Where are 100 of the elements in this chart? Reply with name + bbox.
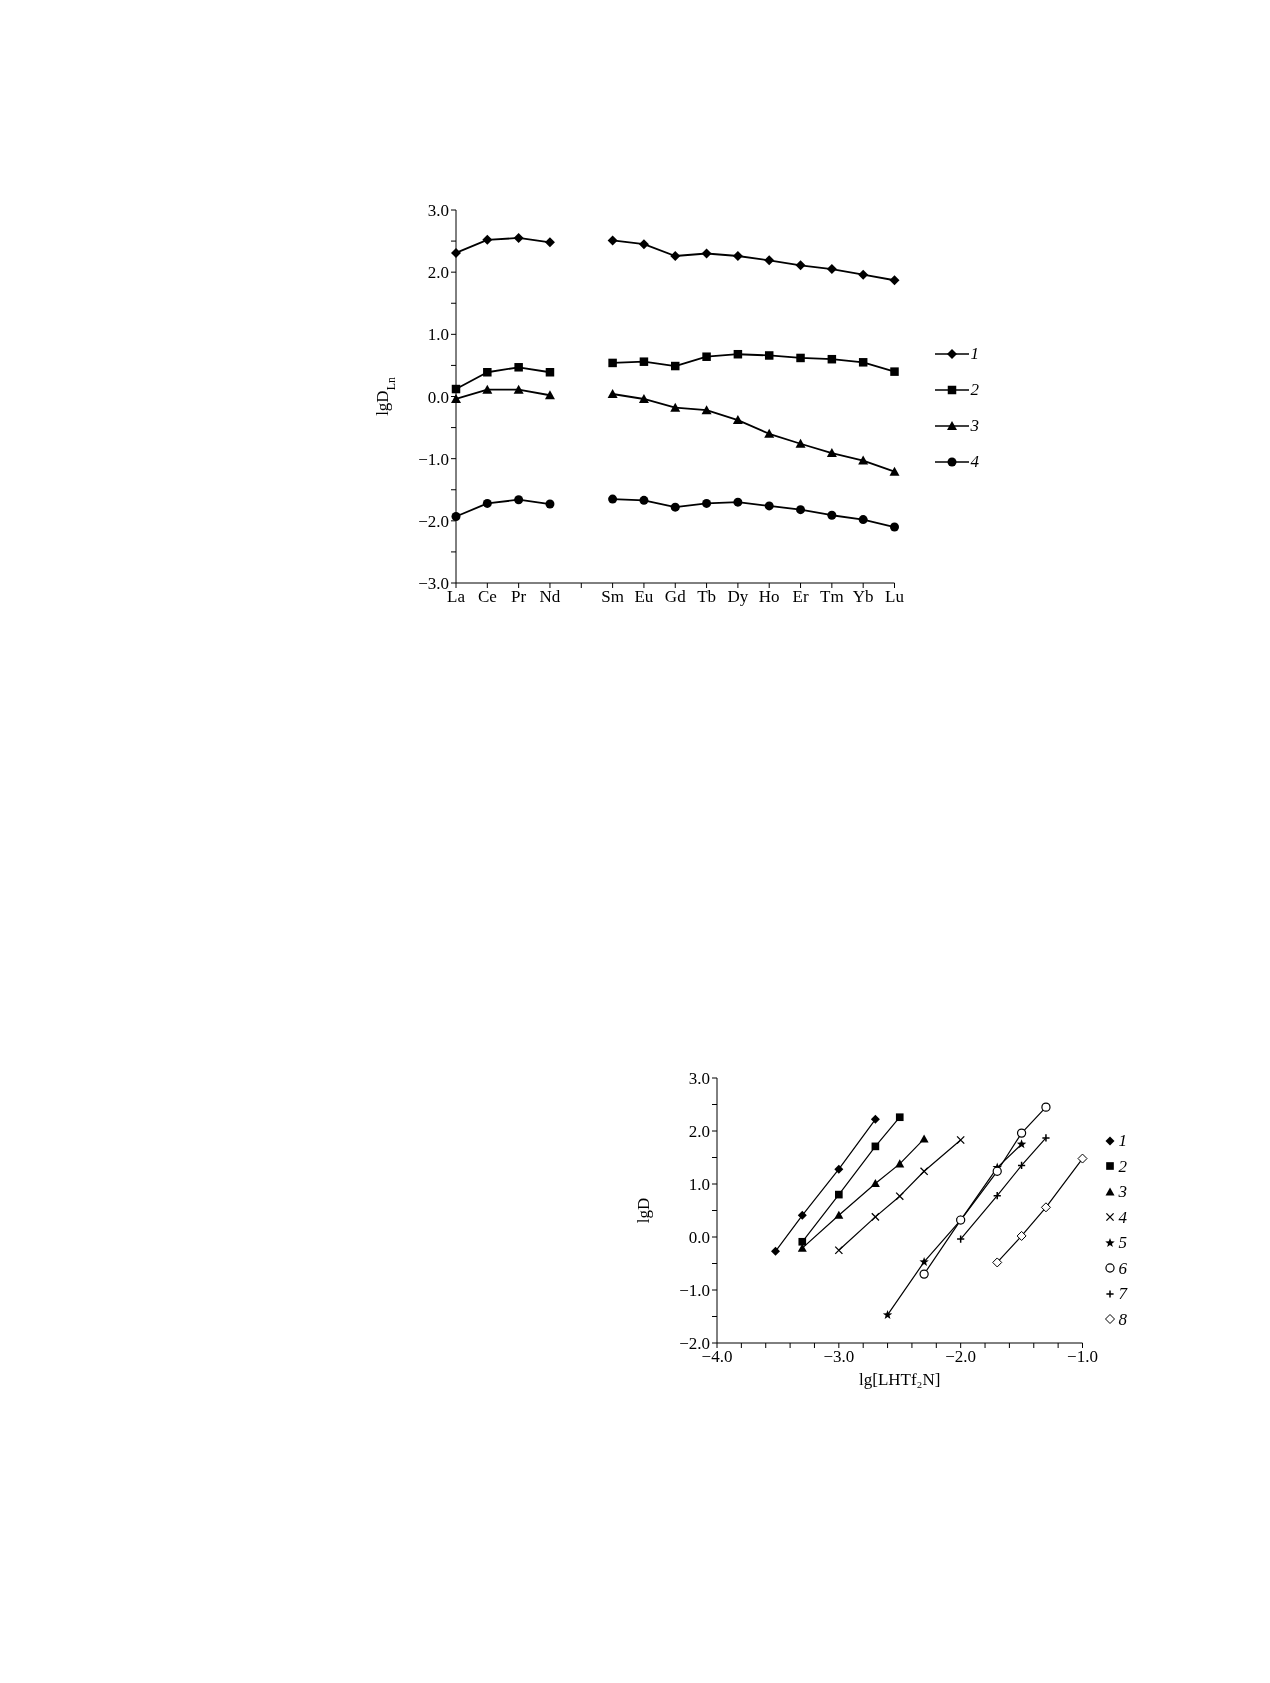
y-tick-label: 3.0 [688, 1069, 710, 1089]
point [890, 522, 899, 532]
point [870, 1178, 880, 1188]
point [992, 1257, 1003, 1268]
point [482, 498, 492, 508]
point [956, 1135, 965, 1145]
point [608, 494, 618, 504]
point [858, 358, 868, 367]
point [545, 368, 555, 377]
point [834, 1210, 844, 1219]
point [870, 1114, 880, 1124]
point [890, 367, 899, 376]
legend-label: 8 [1118, 1308, 1127, 1331]
x-tick-label: Tm [820, 587, 844, 607]
y-tick-label: −1.0 [679, 1281, 710, 1301]
point [795, 260, 806, 271]
x-tick-label: Ce [477, 587, 497, 607]
point [608, 358, 617, 368]
point [483, 368, 492, 377]
point [607, 235, 618, 246]
point [482, 234, 493, 245]
legend-label: 1 [1118, 1130, 1127, 1152]
point [1016, 1230, 1027, 1241]
y-tick-label: 3.0 [427, 201, 449, 221]
point [1077, 1153, 1088, 1164]
point [1041, 1133, 1051, 1143]
point [733, 497, 743, 507]
y-tick-label: 0.0 [688, 1228, 710, 1248]
point [638, 393, 649, 403]
point [544, 390, 555, 400]
point [544, 237, 555, 248]
x-tick-label: Eu [634, 587, 654, 607]
point [764, 255, 775, 266]
legend-label: 6 [1118, 1257, 1127, 1280]
legend-label: 4 [1118, 1206, 1127, 1229]
x-tick-label: Yb [852, 587, 874, 607]
point [882, 1309, 893, 1319]
point [670, 502, 680, 512]
point [919, 1134, 929, 1143]
legend-label: 3 [970, 415, 979, 437]
x-tick-label: Gd [664, 587, 687, 607]
y-tick-label: −2.0 [679, 1334, 710, 1354]
x-tick-label: −3.0 [823, 1347, 855, 1367]
legend-label: 7 [1118, 1283, 1127, 1305]
y-tick-label: 1.0 [688, 1175, 710, 1195]
legend-label: 2 [970, 379, 979, 401]
y-tick-label: 2.0 [427, 263, 449, 283]
y-tick-label: 0.0 [427, 387, 449, 407]
legend-label: 1 [970, 343, 979, 365]
point [451, 247, 461, 258]
point [732, 415, 743, 425]
point [670, 251, 681, 261]
point [764, 501, 774, 511]
point [670, 402, 681, 412]
x-tick-label: −1.0 [1067, 1347, 1098, 1367]
x-tick-label: Nd [539, 587, 561, 607]
x-tick-label: Lu [885, 587, 905, 607]
point [1041, 1102, 1051, 1112]
point [919, 1269, 929, 1279]
point [764, 428, 775, 438]
y-axis-title: lgD [634, 1197, 653, 1224]
point [1040, 1202, 1051, 1213]
point [834, 1164, 844, 1174]
legend-label: 3 [1118, 1181, 1127, 1203]
point [514, 495, 524, 505]
point [639, 495, 649, 505]
point [795, 438, 806, 448]
point [1016, 1128, 1027, 1138]
point [701, 405, 712, 415]
point [701, 248, 712, 259]
point [607, 389, 618, 399]
y-tick-label: −3.0 [418, 574, 449, 594]
point [798, 1237, 807, 1246]
point [513, 232, 524, 243]
legend-label: 4 [970, 451, 979, 473]
y-tick-label: 2.0 [688, 1122, 710, 1142]
x-axis-title: lg[LHTf₂N] [859, 1370, 941, 1389]
point [513, 384, 524, 394]
point [702, 498, 712, 508]
point [919, 1167, 929, 1176]
y-tick-label: −1.0 [418, 449, 449, 469]
point [796, 353, 805, 363]
x-tick-label: Ho [758, 587, 780, 607]
point [834, 1246, 844, 1255]
x-tick-label: −2.0 [945, 1347, 977, 1367]
point [858, 455, 869, 465]
point [826, 264, 837, 275]
y-tick-label: −2.0 [418, 511, 449, 531]
point [895, 1191, 904, 1201]
point [482, 384, 493, 394]
point [732, 251, 743, 261]
x-tick-label: La [447, 587, 466, 607]
point [451, 511, 461, 521]
legend-label: 5 [1118, 1232, 1127, 1254]
point [835, 1190, 843, 1199]
point [639, 357, 649, 366]
x-tick-label: Pr [511, 587, 527, 607]
x-tick-label: Dy [727, 587, 749, 607]
point [702, 352, 711, 361]
x-tick-label: Sm [601, 587, 624, 607]
